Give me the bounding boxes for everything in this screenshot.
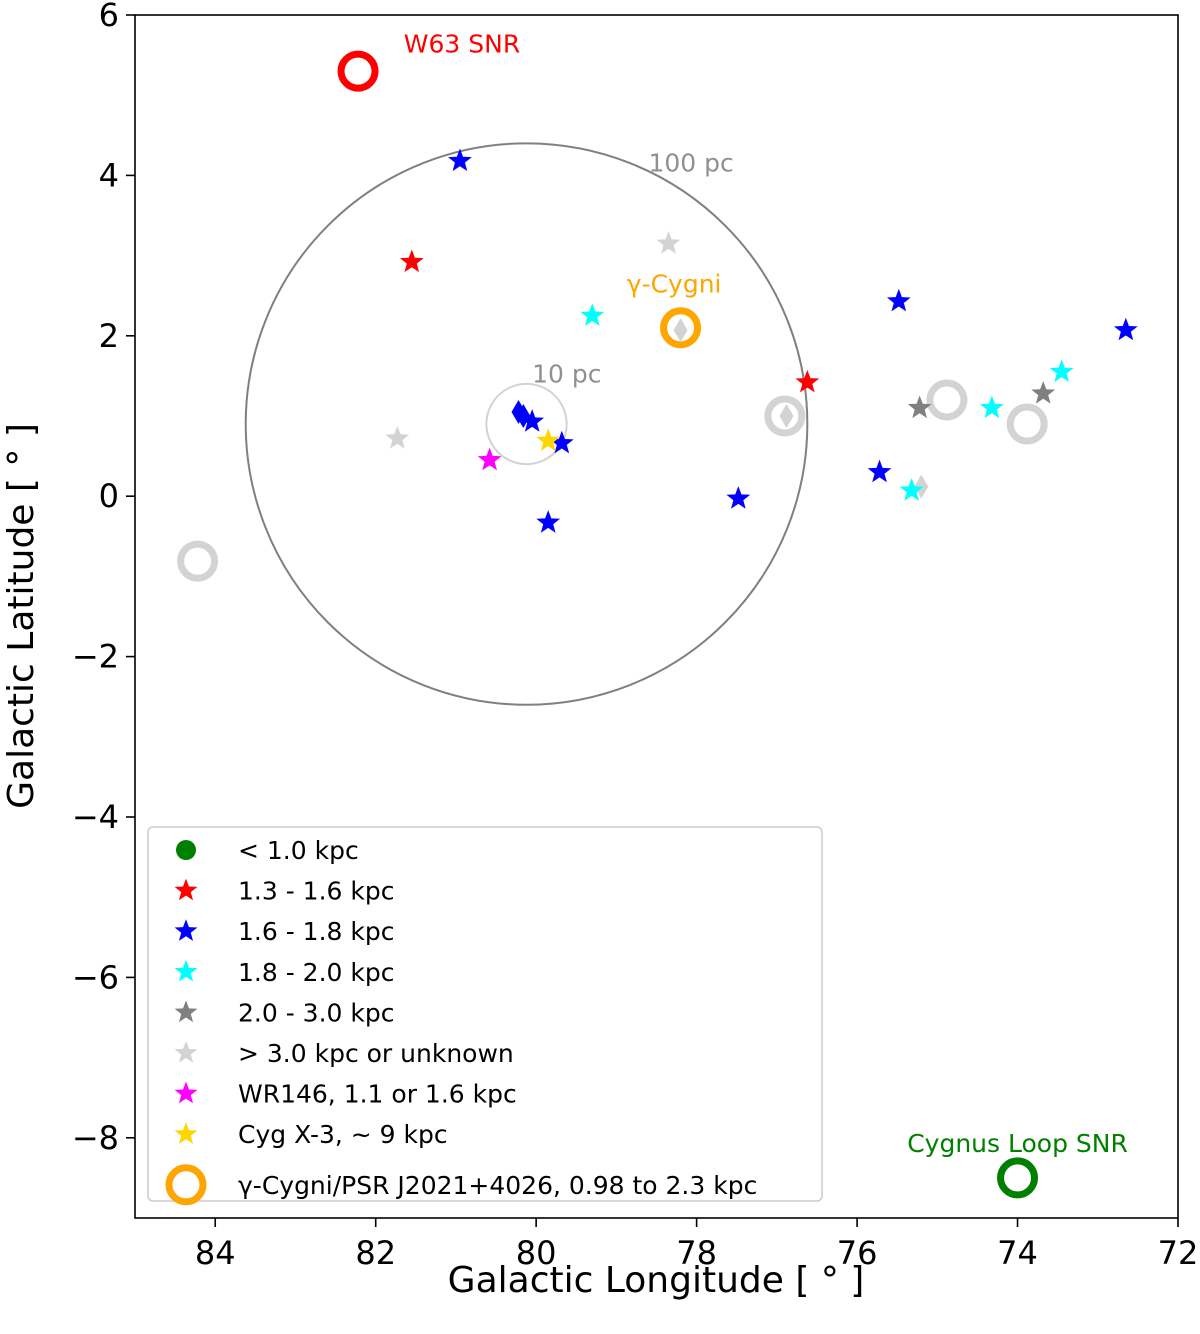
- x-tick-label: 78: [676, 1234, 717, 1272]
- region-circle-label: 100 pc: [648, 148, 733, 177]
- y-tick-label: 0: [99, 477, 119, 515]
- y-tick-label: 4: [99, 156, 119, 194]
- star-marker: [520, 409, 545, 432]
- ticks-layer: 84 82 80 78 76 74 72 6 4 2 0 −2 −4 −6 −8: [72, 0, 1199, 1272]
- region-circle-label: 10 pc: [532, 359, 601, 388]
- data-marks-layer: [177, 50, 1138, 1199]
- legend-marker-star: [174, 959, 198, 982]
- star-marker: [399, 249, 424, 273]
- diamond-marker: [779, 404, 794, 428]
- legend-marker-star: [174, 919, 198, 941]
- legend-entry-label: 2.0 - 3.0 kpc: [238, 998, 394, 1027]
- star-marker: [795, 369, 820, 393]
- x-tick-label: 74: [997, 1234, 1038, 1272]
- ring-marker: [764, 395, 806, 437]
- ring-marker: [1006, 403, 1048, 445]
- star-marker: [385, 425, 410, 449]
- ring-marker: [337, 50, 379, 92]
- axes-layer: [134, 14, 1179, 1219]
- legend-marker-star: [174, 1081, 198, 1104]
- star-marker: [536, 428, 561, 451]
- y-tick-label: −4: [72, 798, 119, 836]
- star-marker: [907, 395, 932, 419]
- legend-entry-label: > 3.0 kpc or unknown: [238, 1039, 514, 1068]
- star-marker: [536, 510, 561, 533]
- x-tick-label: 80: [516, 1234, 557, 1272]
- star-marker: [580, 303, 605, 326]
- legend-entry-label: 1.6 - 1.8 kpc: [238, 917, 394, 946]
- legend-entry-label: < 1.0 kpc: [238, 836, 359, 865]
- region-circle-100pc: [244, 142, 809, 706]
- legend-entry-label: 1.3 - 1.6 kpc: [238, 877, 394, 906]
- x-tick-label: 82: [355, 1234, 396, 1272]
- star-marker: [867, 459, 892, 483]
- annotations-layer: W63 SNR γ-Cygni Cygnus Loop SNR: [404, 30, 1128, 1159]
- ring-marker: [177, 540, 219, 582]
- ring-marker: [926, 379, 968, 421]
- annotation-label: Cygnus Loop SNR: [907, 1129, 1128, 1158]
- legend-marker-star: [174, 1041, 198, 1063]
- star-marker: [979, 395, 1004, 419]
- star-marker: [448, 148, 472, 172]
- ring-marker: [997, 1157, 1039, 1199]
- star-marker: [726, 486, 751, 509]
- y-tick-label: −6: [72, 958, 119, 996]
- y-tick-label: 2: [99, 317, 119, 355]
- ring-marker: [660, 307, 702, 349]
- star-marker: [1113, 317, 1138, 341]
- star-marker: [477, 447, 502, 471]
- y-tick-label: −8: [72, 1119, 119, 1157]
- region-circles-layer: 100 pc 10 pc: [244, 142, 809, 706]
- star-marker: [1049, 359, 1074, 382]
- legend-marker-star: [174, 1000, 198, 1023]
- legend-entry-label: 1.8 - 2.0 kpc: [238, 958, 394, 987]
- legend-marker-dot: [176, 840, 196, 860]
- legend-marker-star: [174, 1122, 198, 1144]
- plot-frame: [134, 14, 1179, 1219]
- legend-box: [147, 826, 823, 1202]
- legend-marker-star: [174, 878, 198, 901]
- legend-marker-ring: [165, 1164, 207, 1206]
- star-marker: [1031, 381, 1056, 404]
- legend-entry-label: WR146, 1.1 or 1.6 kpc: [238, 1080, 517, 1109]
- star-marker: [886, 288, 911, 312]
- star-marker: [899, 478, 924, 501]
- y-tick-label: −2: [72, 638, 119, 676]
- y-tick-label: 6: [99, 0, 119, 34]
- annotation-label: W63 SNR: [404, 30, 520, 59]
- star-marker: [656, 231, 681, 254]
- star-marker: [549, 430, 574, 454]
- annotation-label: γ-Cygni: [627, 269, 722, 298]
- diamond-marker: [673, 318, 688, 343]
- y-axis-label: Galactic Latitude [ ° ]: [1, 423, 42, 809]
- x-tick-label: 72: [1158, 1234, 1199, 1272]
- x-tick-label: 84: [195, 1234, 236, 1272]
- legend-entry-label: γ-Cygni/PSR J2021+4026, 0.98 to 2.3 kpc: [238, 1171, 757, 1200]
- diamond-marker: [914, 474, 929, 499]
- x-tick-label: 76: [837, 1234, 878, 1272]
- legend-entry-label: Cyg X-3, ~ 9 kpc: [238, 1120, 448, 1149]
- legend: < 1.0 kpc 1.3 - 1.6 kpc 1.6 - 1.8 kpc 1.8 -…: [147, 826, 823, 1206]
- x-axis-label: Galactic Longitude [ ° ]: [448, 1260, 865, 1301]
- region-circle-10pc: [485, 382, 568, 466]
